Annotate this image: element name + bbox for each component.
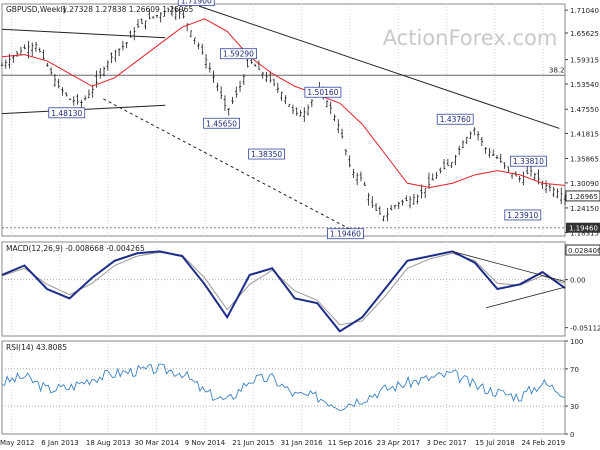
x-tick-label: 23 Apr 2017 [377, 439, 420, 447]
price-y-tick-label: 1.59315 [570, 57, 599, 65]
price-y-tick-label: 1.47550 [570, 106, 599, 114]
rsi-panel: 100 70 30 0 RSI(14) 43.8085 [1, 338, 583, 439]
macd-title: MACD(12,26,9) -0.008668 -0.004265 [6, 244, 145, 253]
annotation-box [203, 117, 240, 129]
x-tick-label: 11 Sep 2016 [328, 439, 373, 447]
annotation-label: 1.38350 [251, 150, 282, 159]
macd-signal-line [1, 251, 566, 326]
annotation-label: 1.33810 [513, 157, 544, 166]
x-tick-label: 24 Feb 2019 [521, 439, 565, 447]
annotation-box [436, 113, 474, 125]
support-price-box [566, 222, 600, 233]
annotation-box [177, 0, 215, 6]
price-y-tick-label: 1.30090 [570, 180, 599, 188]
annotation-label: 1.19460 [330, 230, 361, 239]
price-y-tick-label: 1.65625 [570, 30, 599, 38]
price-y-tick-label: 1.53540 [570, 81, 599, 89]
x-tick-label: 27 May 2012 [0, 439, 34, 447]
macd-line [1, 250, 566, 333]
rsi-y-tick-label: 0 [570, 431, 574, 439]
price-y-tick-label: 1.35865 [570, 156, 599, 164]
panel-frame-2 [1, 340, 566, 435]
dashed-trend-line [103, 98, 352, 231]
ohlc-readout: 1.27328 1.27838 1.26609 1.26965 [62, 5, 193, 14]
rsi-y-tick-label: 70 [570, 366, 579, 374]
annotation-label: 1.48130 [51, 109, 82, 118]
chart-background [1, 3, 566, 435]
panel-frame-1 [1, 241, 566, 337]
macd-trend-upper [452, 251, 566, 282]
x-tick-label: 30 Mar 2014 [134, 439, 179, 447]
watermark: ActionForex.com [383, 26, 558, 50]
price-panel: 1.71040 1.65625 1.59315 1.53540 1.47550 1.418… [0, 0, 600, 240]
annotation-box [48, 107, 86, 119]
price-y-tick-label: 1.71040 [570, 7, 599, 15]
x-tick-label: 31 Jan 2016 [281, 439, 324, 447]
fib-label: 38.2 [549, 66, 565, 74]
annotation-label: 1.43760 [440, 115, 471, 124]
annotation-box [248, 148, 286, 160]
last-price-box [565, 190, 600, 202]
annotation-label: 1.50160 [307, 88, 338, 97]
rsi-y-tick-label: 30 [570, 403, 579, 411]
annotation-box [304, 86, 342, 98]
downtrend-line [198, 5, 560, 129]
rsi-line [1, 363, 566, 411]
macd-y-tick-label: 0.00 [570, 277, 586, 285]
annotation-box [504, 209, 542, 221]
macd-trend-lower [486, 286, 566, 309]
macd-panel: 0.00 -0.051125 MACD(12,26,9) -0.008668 -0.… [1, 244, 600, 333]
x-tick-label: 6 Jan 2013 [41, 439, 79, 447]
support-price-label: 1.19460 [569, 225, 598, 233]
wedge-upper-line [1, 28, 166, 39]
x-tick-label: 3 Dec 2017 [426, 439, 466, 447]
panel-frame-0 [1, 3, 566, 237]
annotation-label: 1.59290 [223, 50, 254, 59]
annotation-label: 1.23910 [507, 211, 538, 220]
annotation-box [220, 48, 257, 60]
x-tick-label: 9 Nov 2014 [185, 439, 226, 447]
x-tick-label: 15 Jul 2018 [475, 439, 515, 447]
price-title: GBPUSD,Weekly [6, 5, 68, 14]
price-y-tick-label: 1.24150 [570, 205, 599, 213]
macd-value-label: 0.028406 [568, 247, 600, 255]
x-tick-label: 18 Aug 2013 [86, 439, 131, 447]
rsi-title: RSI(14) 43.8085 [6, 343, 67, 352]
last-price-label: 1.26965 [569, 193, 598, 201]
macd-value-box [565, 244, 600, 256]
annotation-box [327, 228, 364, 240]
x-tick-label: 21 Jun 2015 [232, 439, 274, 447]
moving-average-line [1, 18, 566, 188]
annotation-label: 1.45650 [206, 119, 237, 128]
macd-y-tick-label: -0.051125 [570, 325, 600, 333]
rsi-y-tick-label: 100 [570, 338, 583, 346]
price-y-tick-label: 1.18315 [570, 230, 599, 238]
price-y-tick-label: 1.41815 [570, 130, 599, 138]
annotation-label: 1.71900 [181, 0, 212, 6]
annotation-box [510, 155, 547, 167]
